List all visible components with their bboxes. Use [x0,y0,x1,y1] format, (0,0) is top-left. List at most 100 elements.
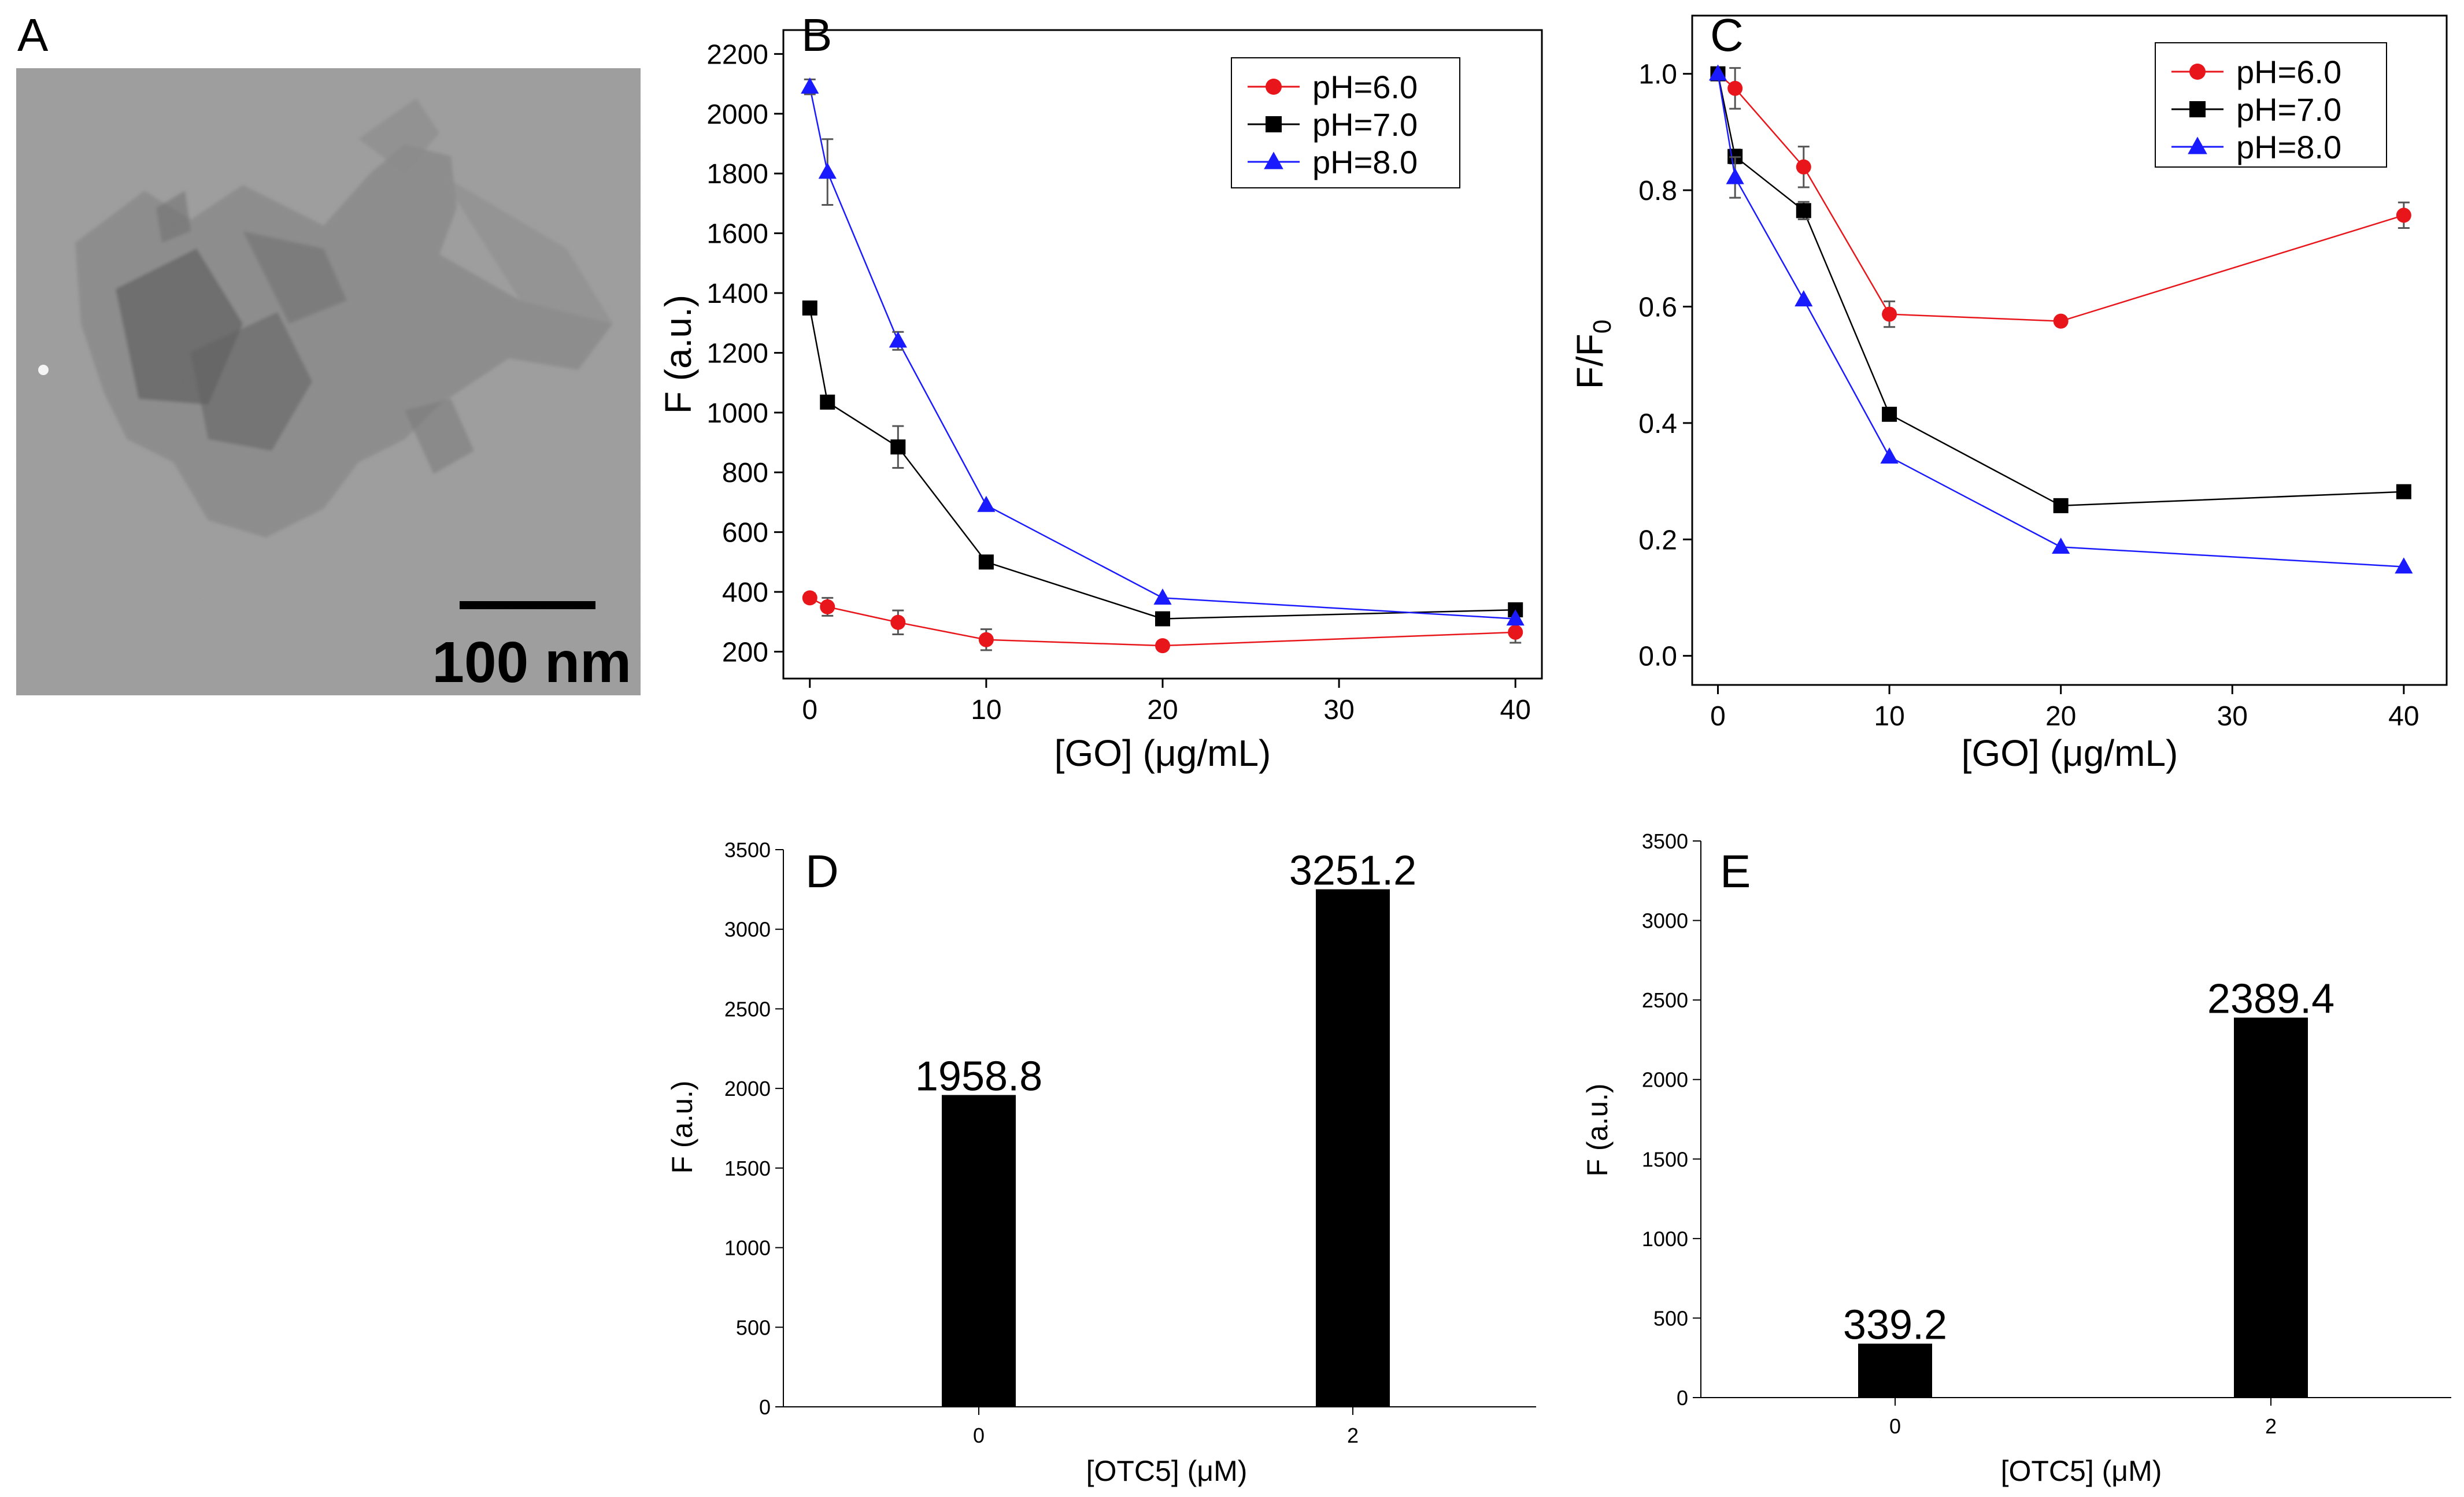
data-point [820,599,835,614]
x-axis-title-d: [OTC5] (μM) [1086,1455,1248,1487]
y-tick-label: 1000 [724,1236,771,1260]
x-tick-label: 0 [973,1424,985,1447]
x-tick-label: 0 [1889,1414,1901,1438]
y-tick-label: 400 [722,577,768,608]
legend-entry: pH=6.0 [2236,54,2341,90]
y-tick-label: 500 [1653,1306,1688,1330]
y-axis-title-e: F (a.u.) [1581,1083,1614,1176]
legend-marker [2189,101,2206,117]
panel-c: C 0 10 20 30 40 0.0 0.2 0.4 0.6 0.8 1.0 [GO] (μg/m… [1569,9,2448,774]
y-tick-label: 1000 [1642,1227,1688,1251]
data-point [978,554,994,570]
y-axis-title-b: F (a.u.) [657,295,699,414]
y-tick-label: 1.0 [1638,60,1677,90]
x-axis-title-c: [GO] (μg/mL) [1962,732,2178,774]
legend-entry: pH=7.0 [1312,106,1418,143]
plot-frame-c [1691,14,2448,686]
legend-entry: pH=8.0 [2236,129,2341,165]
data-point [801,77,819,94]
data-point [820,394,835,410]
y-tick-label: 0.8 [1638,176,1677,206]
y-tick-label: 0 [1677,1386,1688,1410]
panel-d: D 0 500 1000 1500 2000 2500 3000 3500 0 2 1958.8 32… [666,838,1536,1487]
y-tick-label: 1500 [724,1157,771,1180]
data-point [1506,609,1525,626]
data-point [802,590,817,606]
data-point [2053,498,2069,513]
data-point [2396,207,2411,223]
legend-entry: pH=8.0 [1312,144,1418,180]
data-point [1796,159,1811,175]
y-tick-label: 2200 [706,39,768,70]
data-point [1153,588,1172,605]
bar [2234,1017,2308,1398]
tem-image: 100 nm [16,68,641,695]
data-point [978,632,994,647]
y-tick-label: 2500 [1642,988,1688,1012]
y-tick-label: 0.2 [1638,525,1677,555]
series-line [809,307,1516,620]
y-tick-label: 600 [722,518,768,549]
y-tick-label: 2000 [706,99,768,130]
data-point [890,614,906,630]
x-axis-title-b: [GO] (μg/mL) [1055,732,1271,774]
x-tick-label: 30 [1323,695,1354,725]
y-tick-label: 3500 [724,838,771,862]
data-point [1880,447,1899,464]
data-point [802,300,817,316]
bar [1316,889,1390,1407]
x-tick-label: 40 [2388,701,2419,732]
panel-letter-c: C [1710,9,1744,61]
y-tick-label: 2500 [724,997,771,1021]
series-pH80 [801,77,1525,626]
data-point [1726,168,1744,184]
data-point [1795,290,1813,307]
bar-value-label: 2389.4 [2207,976,2334,1022]
data-point [1796,203,1811,218]
bar-value-label: 3251.2 [1289,848,1416,894]
series-line [1717,73,2404,507]
panel-letter-b: B [801,9,832,61]
data-point [1882,306,1897,322]
series-pH80 [1708,64,2413,574]
y-axis-title-c: F/F0 [1569,320,1616,389]
y-tick-label: 1600 [706,219,768,250]
bar-value-label: 339.2 [1843,1302,1947,1348]
y-tick-label: 1000 [706,398,768,429]
legend-marker [1266,79,1282,95]
x-tick-label: 10 [1874,701,1904,732]
y-tick-label: 0.6 [1638,292,1677,323]
series-pH70 [802,300,1523,627]
bar [942,1095,1016,1407]
data-point [977,495,996,512]
panel-letter-e: E [1720,846,1751,897]
data-point [890,439,906,455]
data-point [1155,638,1170,654]
y-tick-label: 3000 [724,918,771,942]
data-point [1727,80,1743,96]
x-axis-title-e: [OTC5] (μM) [2001,1455,2162,1487]
x-tick-label: 20 [2045,701,2076,732]
series-line [809,86,1516,620]
data-point [818,162,837,179]
data-point [1708,64,1727,81]
x-tick-label: 20 [1147,695,1178,725]
y-tick-label: 200 [722,637,768,668]
y-tick-label: 1500 [1642,1147,1688,1171]
x-tick-label: 10 [971,695,1001,725]
scale-bar [460,601,595,609]
legend-entry: pH=7.0 [2236,91,2341,128]
y-tick-label: 3500 [1642,829,1688,853]
y-tick-label: 3000 [1642,909,1688,933]
y-tick-label: 0.4 [1638,409,1677,439]
panel-b: B 0 10 20 30 40 200 400 600 800 1000 1200 1400 1600 1… [657,9,1543,774]
series-pH60 [1710,66,2411,329]
bar [1858,1343,1932,1398]
x-tick-label: 0 [802,695,817,725]
graphene-oxide-sheets [75,98,613,538]
data-point [2053,313,2069,329]
data-point [1508,624,1523,640]
legend-c: pH=6.0pH=7.0pH=8.0 [2155,42,2387,168]
x-tick-label: 2 [2265,1414,2277,1438]
